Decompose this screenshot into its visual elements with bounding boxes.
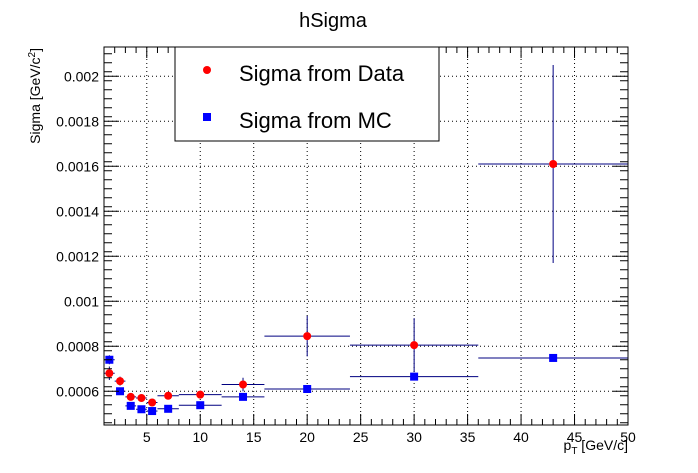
- data-point-mc: [164, 404, 173, 413]
- x-tick-label: 5: [143, 429, 151, 445]
- data-point-data: [239, 380, 248, 389]
- data-point-mc: [196, 401, 205, 410]
- data-point-data: [303, 332, 312, 341]
- x-axis-label-sub: T: [571, 446, 577, 457]
- x-axis-label-units: [GeV/c]: [577, 437, 628, 453]
- y-tick-label: 0.0018: [56, 113, 99, 129]
- x-tick-label: 45: [567, 429, 583, 445]
- y-axis-label: Sigma [GeV/c2]: [27, 48, 43, 144]
- y-axis-label-main: Sigma [GeV/c: [27, 57, 43, 143]
- y-tick-label: 0.002: [64, 68, 99, 84]
- legend: Sigma from Data Sigma from MC: [174, 46, 440, 142]
- y-tick-label: 0.0012: [56, 248, 99, 264]
- x-tick-label: 10: [192, 429, 208, 445]
- data-point-mc: [116, 387, 125, 396]
- data-point-mc: [126, 401, 135, 410]
- x-axis-label: pT [GeV/c]: [564, 437, 628, 457]
- data-point-mc: [549, 353, 558, 362]
- legend-box: [174, 46, 440, 142]
- data-point-data: [148, 398, 157, 407]
- x-tick-label: 30: [406, 429, 422, 445]
- data-point-mc: [410, 372, 419, 381]
- data-point-mc: [148, 407, 157, 416]
- x-tick-label: 20: [299, 429, 315, 445]
- x-axis-label-main: p: [564, 437, 572, 453]
- data-point-data: [196, 390, 205, 399]
- axis-ticks: [104, 47, 629, 425]
- data-point-data: [137, 394, 146, 402]
- data-point-mc: [303, 385, 312, 393]
- y-tick-label: 0.0014: [56, 203, 99, 219]
- legend-label-data: Sigma from Data: [239, 61, 405, 86]
- data-point-data: [116, 377, 125, 386]
- axis-tick-labels: 5 10 15 20 25 30 35 40 45 50 0.0006 0.0008 0.001 0.00…: [56, 68, 636, 445]
- legend-marker-mc: [203, 113, 211, 121]
- grid-lines: [104, 47, 628, 425]
- data-point-mc: [137, 405, 146, 414]
- y-tick-label: 0.0016: [56, 158, 99, 174]
- data-point-data: [410, 341, 419, 350]
- chart-title: hSigma: [299, 10, 368, 32]
- y-tick-label: 0.0008: [56, 338, 99, 354]
- data-point-data: [105, 369, 114, 378]
- legend-label-mc: Sigma from MC: [239, 108, 392, 133]
- data-point-data: [549, 160, 558, 168]
- y-axis-label-end: ]: [27, 48, 43, 52]
- y-tick-label: 0.001: [64, 293, 99, 309]
- data-point-data: [126, 392, 135, 401]
- y-tick-label: 0.0006: [56, 383, 99, 399]
- x-tick-label: 15: [246, 429, 262, 445]
- legend-marker-data: [203, 66, 211, 74]
- x-tick-label: 25: [353, 429, 369, 445]
- data-point-data: [164, 391, 173, 400]
- data-markers: [105, 160, 558, 416]
- x-tick-label: 50: [620, 429, 636, 445]
- x-tick-label: 40: [513, 429, 529, 445]
- x-tick-label: 35: [460, 429, 476, 445]
- data-point-mc: [239, 392, 248, 401]
- y-axis-label-sup: 2: [27, 51, 38, 57]
